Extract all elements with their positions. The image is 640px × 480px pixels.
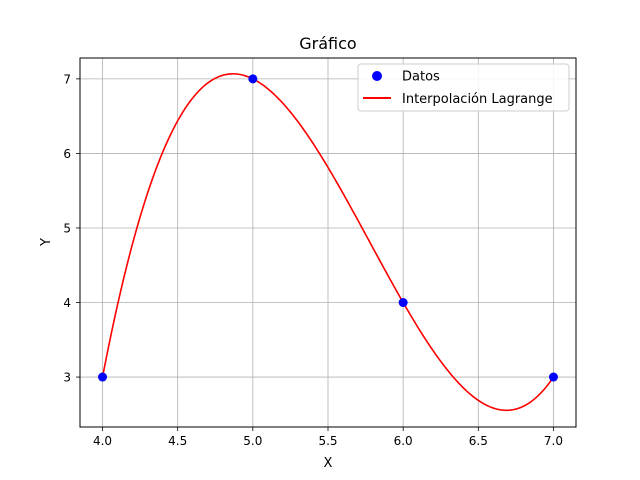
- x-tick-label: 7.0: [544, 434, 563, 448]
- data-point: [98, 372, 108, 382]
- x-tick-label: 4.0: [93, 434, 112, 448]
- x-tick-label: 4.5: [168, 434, 187, 448]
- y-tick-label: 4: [63, 296, 71, 310]
- y-tick-label: 6: [63, 147, 71, 161]
- x-tick-label: 6.0: [394, 434, 413, 448]
- x-axis-label: X: [324, 456, 333, 471]
- data-point: [398, 298, 408, 308]
- y-axis-label: Y: [39, 238, 54, 247]
- chart-title: Gráfico: [299, 34, 356, 53]
- lagrange-curve: [101, 73, 555, 412]
- lagrange-curve-layer: [101, 73, 555, 412]
- y-ticks: 3 4 5 6 7: [63, 72, 80, 385]
- y-tick-label: 7: [63, 72, 71, 86]
- x-tick-label: 5.0: [243, 434, 262, 448]
- y-tick-label: 5: [63, 221, 71, 235]
- data-points-layer: [98, 74, 558, 382]
- data-point: [248, 74, 258, 84]
- legend-marker-datos: [372, 71, 382, 81]
- data-point: [548, 372, 558, 382]
- grid: [80, 58, 576, 427]
- x-tick-label: 6.5: [469, 434, 488, 448]
- x-ticks: 4.0 4.5 5.0 5.5 6.0 6.5 7.0: [93, 427, 563, 448]
- legend-box: [357, 63, 570, 112]
- y-tick-label: 3: [63, 371, 71, 385]
- x-tick-label: 5.5: [318, 434, 337, 448]
- legend-label-lagrange: Interpolación Lagrange: [402, 92, 553, 107]
- legend: Datos Interpolación Lagrange: [357, 63, 570, 112]
- legend-label-datos: Datos: [402, 70, 440, 85]
